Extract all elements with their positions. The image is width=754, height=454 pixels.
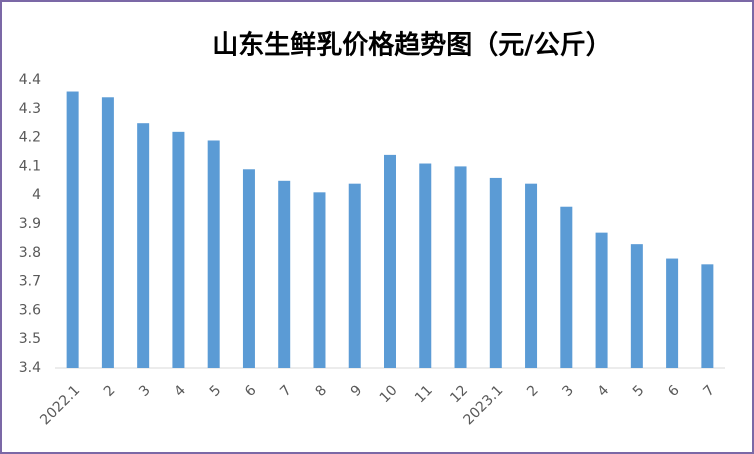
y-tick-label: 4.1 [19,158,41,174]
y-tick-label: 3.6 [19,302,41,318]
bar [595,232,608,368]
bar [454,166,467,368]
y-tick-label: 4.2 [19,130,41,146]
y-tick-label: 3.7 [19,274,41,290]
bar [242,169,255,368]
y-tick-label: 3.4 [19,360,41,376]
y-tick-label: 4.4 [19,72,41,88]
bar [630,244,643,368]
bar [66,91,79,369]
bar [278,180,291,368]
bar [207,140,220,368]
bar [489,177,502,368]
bar [666,258,679,368]
bar [419,163,432,368]
bar [384,154,396,368]
bar [525,183,538,368]
bar [137,123,150,368]
bar [560,206,573,368]
bar [101,97,114,368]
y-tick-label: 3.9 [19,216,41,232]
y-tick-label: 4.3 [19,101,41,117]
bar [172,131,185,368]
y-tick-label: 3.5 [19,331,41,347]
bar [348,183,361,368]
bar [701,264,714,368]
y-tick-label: 3.8 [19,245,41,261]
y-tick-label: 4 [32,187,41,203]
chart-title: 山东生鲜乳价格趋势图（元/公斤） [212,30,612,61]
bar [313,192,326,368]
